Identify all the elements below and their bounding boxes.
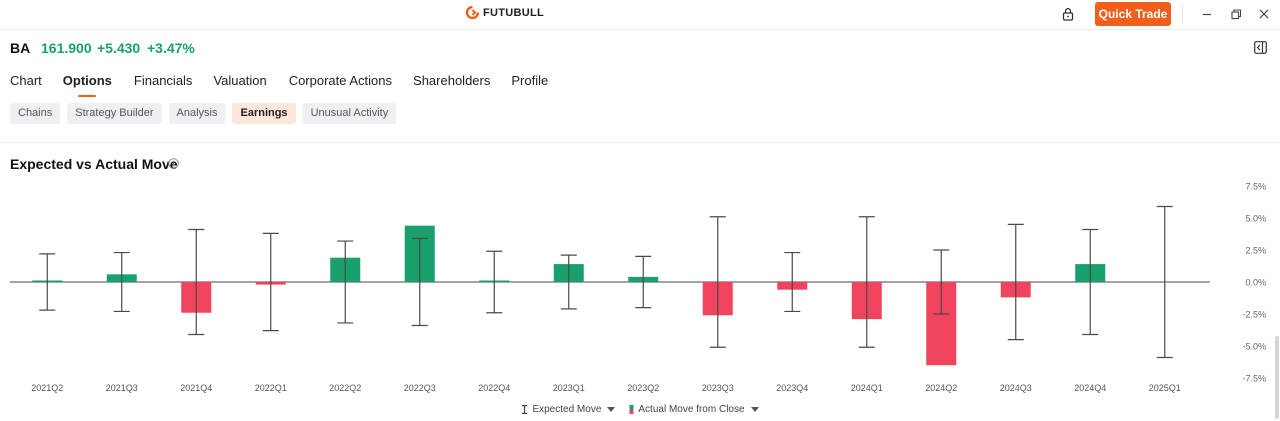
x-tick-label: 2025Q1 <box>1149 383 1181 393</box>
toolbar-separator <box>1182 5 1183 23</box>
expected-vs-actual-chart: 7.5% 5.0% 2.5% 0.0% -2.5% -5.0% -7.5% 2021Q2 202… <box>10 182 1266 393</box>
quick-trade-button[interactable]: Quick Trade <box>1095 2 1171 26</box>
tab-financials[interactable]: Financials <box>133 73 193 88</box>
legend-expected-move[interactable]: Expected Move <box>521 404 616 415</box>
x-tick-label: 2024Q4 <box>1074 383 1106 393</box>
chevron-down-icon <box>750 407 759 412</box>
y-tick-label: -2.5% <box>1242 310 1266 320</box>
tab-corporate-actions[interactable]: Corporate Actions <box>288 73 393 88</box>
subtab-chains[interactable]: Chains <box>10 103 61 124</box>
chevron-down-icon <box>607 407 616 412</box>
x-tick-label: 2022Q3 <box>404 383 436 393</box>
x-tick-label: 2023Q4 <box>776 383 808 393</box>
tab-shareholders[interactable]: Shareholders <box>413 73 491 88</box>
close-icon[interactable] <box>1256 6 1272 22</box>
section-title: Expected vs Actual Move <box>10 156 178 172</box>
price-change-percent: +3.47% <box>147 40 195 56</box>
title-bar: FUTUBULL Quick Trade <box>0 0 1280 30</box>
subtab-unusual-activity[interactable]: Unusual Activity <box>302 103 397 124</box>
y-tick-label: -5.0% <box>1242 342 1266 352</box>
scrollbar[interactable] <box>1275 336 1279 419</box>
y-tick-label: 2.5% <box>1245 246 1266 256</box>
futubull-logo-icon <box>466 6 479 19</box>
x-tick-label: 2024Q2 <box>925 383 957 393</box>
y-tick-label: 0.0% <box>1245 278 1266 288</box>
whisker-icon <box>522 405 528 414</box>
options-subtabs: Chains Strategy Builder Analysis Earning… <box>10 103 397 124</box>
subtab-strategy-builder[interactable]: Strategy Builder <box>67 103 162 124</box>
x-tick-label: 2023Q3 <box>702 383 734 393</box>
collapse-panel-icon[interactable] <box>1254 41 1267 54</box>
price-change: +5.430 <box>97 40 141 56</box>
y-tick-label: 7.5% <box>1245 182 1266 192</box>
x-tick-label: 2023Q2 <box>627 383 659 393</box>
x-tick-label: 2021Q4 <box>180 383 212 393</box>
lock-icon[interactable] <box>1061 7 1075 21</box>
two-color-bar-icon <box>629 405 634 414</box>
chart-legend: Expected Move Actual Move from Close <box>0 404 1280 415</box>
main-tabs: Chart Options Financials Valuation Corpo… <box>10 73 548 97</box>
legend-actual-label: Actual Move from Close <box>638 404 745 415</box>
x-tick-label: 2021Q3 <box>106 383 138 393</box>
section-divider <box>0 142 1280 143</box>
x-tick-label: 2022Q1 <box>255 383 287 393</box>
app-logo: FUTUBULL <box>466 6 544 19</box>
last-price: 161.900 <box>41 40 92 56</box>
x-tick-label: 2023Q1 <box>553 383 585 393</box>
minimize-icon[interactable] <box>1199 6 1215 22</box>
x-tick-label: 2022Q2 <box>329 383 361 393</box>
tab-profile[interactable]: Profile <box>511 73 549 88</box>
ticker-symbol: BA <box>10 40 31 56</box>
x-tick-label: 2021Q2 <box>31 383 63 393</box>
tab-valuation[interactable]: Valuation <box>213 73 267 88</box>
legend-actual-move[interactable]: Actual Move from Close <box>629 404 759 415</box>
y-tick-label: 5.0% <box>1245 214 1266 224</box>
x-tick-label: 2024Q3 <box>1000 383 1032 393</box>
legend-expected-label: Expected Move <box>532 404 602 415</box>
tab-options[interactable]: Options <box>63 73 112 97</box>
tab-chart[interactable]: Chart <box>10 73 42 88</box>
y-tick-label: -7.5% <box>1242 374 1266 384</box>
x-tick-label: 2022Q4 <box>478 383 510 393</box>
x-tick-label: 2024Q1 <box>851 383 883 393</box>
info-icon[interactable] <box>168 158 179 169</box>
subtab-analysis[interactable]: Analysis <box>168 103 226 124</box>
logo-text: FUTUBULL <box>483 6 545 19</box>
subtab-earnings[interactable]: Earnings <box>232 103 296 124</box>
restore-icon[interactable] <box>1228 6 1244 22</box>
